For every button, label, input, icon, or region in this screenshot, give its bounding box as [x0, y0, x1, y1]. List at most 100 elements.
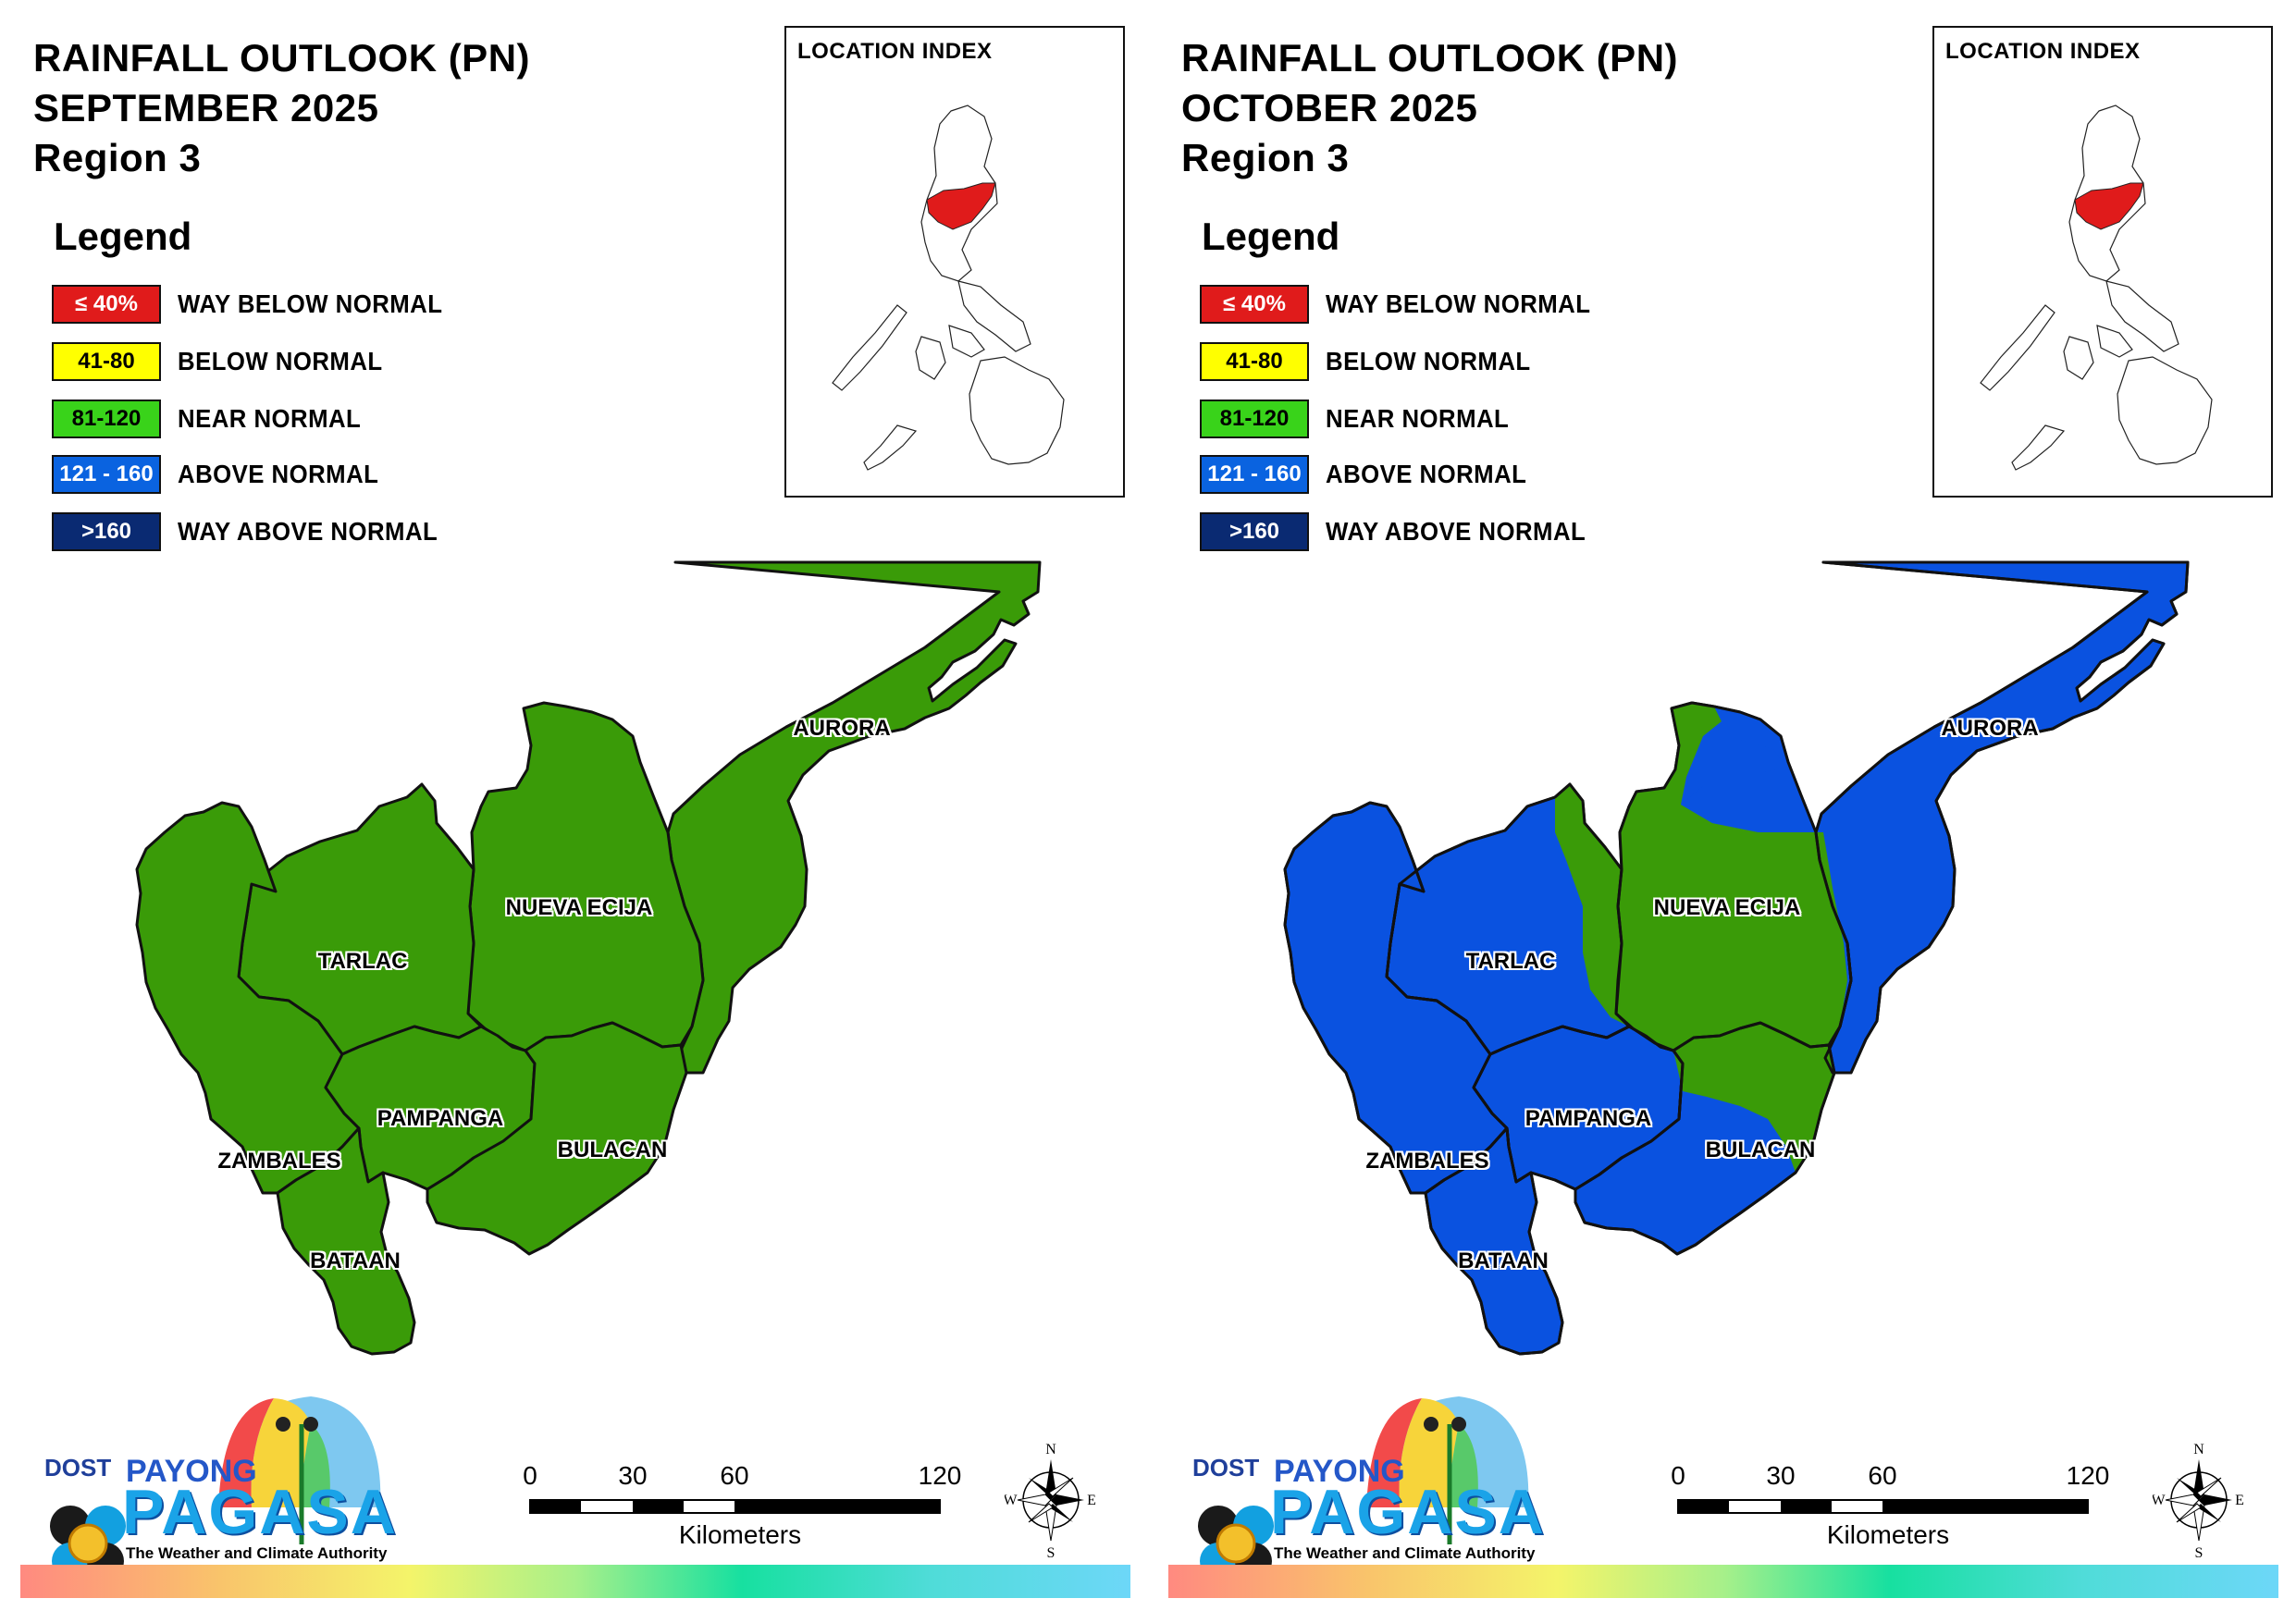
near-normal-zone-nueva-ecija: [1616, 703, 1847, 1051]
pagasa-wordmark: PAGASA: [1270, 1477, 1546, 1547]
scale-tick-120: 120: [918, 1461, 962, 1490]
svg-text:E: E: [2235, 1493, 2244, 1508]
region-3-highlight: [2074, 182, 2144, 230]
province-label-nueva-ecija: NUEVA ECIJA: [1653, 895, 1801, 920]
province-label-aurora: AURORA: [793, 716, 891, 741]
province-label-tarlac: TARLAC: [1465, 949, 1556, 974]
province-label-zambales: ZAMBALES: [1365, 1149, 1489, 1174]
pagasa-wordmark: PAGASA: [122, 1477, 398, 1547]
scale-bar: 0 30 60 120 Kilometers: [523, 1461, 961, 1554]
legend-swatch: 81-120: [52, 400, 161, 438]
legend-label: NEAR NORMAL: [1326, 404, 1510, 433]
logo-tagline: The Weather and Climate Authority: [1274, 1544, 1536, 1562]
legend-label: WAY BELOW NORMAL: [178, 289, 443, 318]
scale-bar: 0 30 60 120 Kilometers: [1671, 1461, 2109, 1554]
footer-gradient-bar: [20, 1565, 1130, 1598]
province-label-bulacan: BULACAN: [1705, 1137, 1816, 1162]
province-border-aurora: [1814, 560, 2190, 1075]
scale-unit: Kilometers: [678, 1520, 802, 1549]
province-label-zambales: ZAMBALES: [217, 1149, 341, 1174]
province-label-bataan: BATAAN: [310, 1248, 401, 1273]
dost-wordmark: DOST: [44, 1454, 112, 1482]
legend-item: 81-120 NEAR NORMAL: [52, 398, 377, 440]
location-index-title: LOCATION INDEX: [1945, 39, 2141, 64]
locator-island: [2117, 356, 2213, 465]
scale-unit: Kilometers: [1826, 1520, 1950, 1549]
legend-title: Legend: [54, 215, 192, 258]
scale-bar-graphic: [1677, 1499, 2089, 1514]
scale-tick-120: 120: [2066, 1461, 2110, 1490]
province-border-bulacan: [1574, 1021, 1836, 1256]
outlook-panel-october: RAINFALL OUTLOOK (PN) OCTOBER 2025 Regio…: [1148, 0, 2296, 1623]
province-nueva-ecija: [466, 701, 705, 1052]
locator-island: [2063, 336, 2094, 380]
svg-text:S: S: [1047, 1545, 1055, 1559]
legend-item: 41-80 BELOW NORMAL: [1200, 340, 1549, 383]
footer-gradient-bar: [1168, 1565, 2278, 1598]
legend-swatch: >160: [52, 512, 161, 551]
payong-pagasa-logo: DOST PAYONG PAGASA The Weather and Clima…: [1181, 1387, 1544, 1572]
svg-text:W: W: [2153, 1493, 2166, 1508]
title-line-1: RAINFALL OUTLOOK (PN): [1181, 36, 1679, 80]
legend-item: ≤ 40% WAY BELOW NORMAL: [1200, 283, 1613, 326]
title-line-2: OCTOBER 2025: [1181, 86, 1478, 129]
legend-item: 41-80 BELOW NORMAL: [52, 340, 401, 383]
title-line-3: Region 3: [1181, 136, 1350, 179]
legend-label: WAY ABOVE NORMAL: [1326, 517, 1586, 546]
umbrella-logo-icon: [50, 1396, 381, 1572]
province-aurora: [1814, 560, 2190, 1075]
svg-text:S: S: [2195, 1545, 2203, 1559]
title-line-2: SEPTEMBER 2025: [33, 86, 379, 129]
province-label-bulacan: BULACAN: [557, 1137, 668, 1162]
scale-tick-30: 30: [618, 1461, 648, 1490]
philippines-locator-map: [832, 105, 1065, 471]
legend-swatch: 41-80: [1200, 342, 1309, 381]
legend-title: Legend: [1202, 215, 1340, 258]
legend-swatch: 81-120: [1200, 400, 1309, 438]
above-normal-zone-nueva-ecija-north: [1681, 707, 1816, 832]
payong-wordmark: PAYONG: [1274, 1454, 1405, 1489]
locator-island: [2011, 424, 2066, 471]
scale-tick-0: 0: [523, 1461, 537, 1490]
payong-wordmark: PAYONG: [126, 1454, 257, 1489]
locator-island: [957, 280, 1031, 352]
province-label-tarlac: TARLAC: [317, 949, 408, 974]
legend-swatch: 41-80: [52, 342, 161, 381]
location-index-title: LOCATION INDEX: [797, 39, 993, 64]
map-title: RAINFALL OUTLOOK (PN) OCTOBER 2025 Regio…: [1181, 33, 1678, 183]
scale-tick-60: 60: [720, 1461, 749, 1490]
dost-wordmark: DOST: [1192, 1454, 1260, 1482]
province-bulacan: [426, 1021, 688, 1256]
location-index: LOCATION INDEX: [784, 26, 1125, 498]
scale-tick-0: 0: [1671, 1461, 1685, 1490]
province-bataan: [276, 1126, 416, 1356]
legend-label: BELOW NORMAL: [1326, 347, 1531, 375]
scale-bar-graphic: [529, 1499, 941, 1514]
outlook-panel-september: RAINFALL OUTLOOK (PN) SEPTEMBER 2025 Reg…: [20, 26, 1130, 1598]
legend-swatch: 121 - 160: [1200, 455, 1309, 494]
legend-item: >160 WAY ABOVE NORMAL: [1200, 510, 1609, 553]
locator-island: [2105, 280, 2179, 352]
legend-swatch: ≤ 40%: [52, 285, 161, 324]
legend-swatch: ≤ 40%: [1200, 285, 1309, 324]
province-label-pampanga: PAMPANGA: [1524, 1106, 1652, 1131]
region-3-map: [135, 560, 1042, 1356]
legend-label: ABOVE NORMAL: [1326, 460, 1527, 488]
svg-text:N: N: [2193, 1442, 2204, 1457]
legend-swatch: 121 - 160: [52, 455, 161, 494]
legend-label: NEAR NORMAL: [178, 404, 362, 433]
legend-item: 81-120 NEAR NORMAL: [1200, 398, 1525, 440]
scale-tick-30: 30: [1766, 1461, 1796, 1490]
legend-swatch: >160: [1200, 512, 1309, 551]
legend-item: >160 WAY ABOVE NORMAL: [52, 510, 461, 553]
near-normal-zone-bulacan: [1673, 1023, 1834, 1173]
province-border-bataan: [1424, 1126, 1564, 1356]
legend-item: 121 - 160 ABOVE NORMAL: [52, 453, 396, 496]
legend-label: BELOW NORMAL: [178, 347, 383, 375]
compass-rose-icon: N S W E: [1003, 1439, 1097, 1561]
scale-tick-60: 60: [1868, 1461, 1897, 1490]
logo-tagline: The Weather and Climate Authority: [126, 1544, 388, 1562]
philippines-locator-map: [1980, 105, 2213, 471]
svg-text:N: N: [1045, 1442, 1056, 1457]
region-3-highlight: [926, 182, 996, 230]
